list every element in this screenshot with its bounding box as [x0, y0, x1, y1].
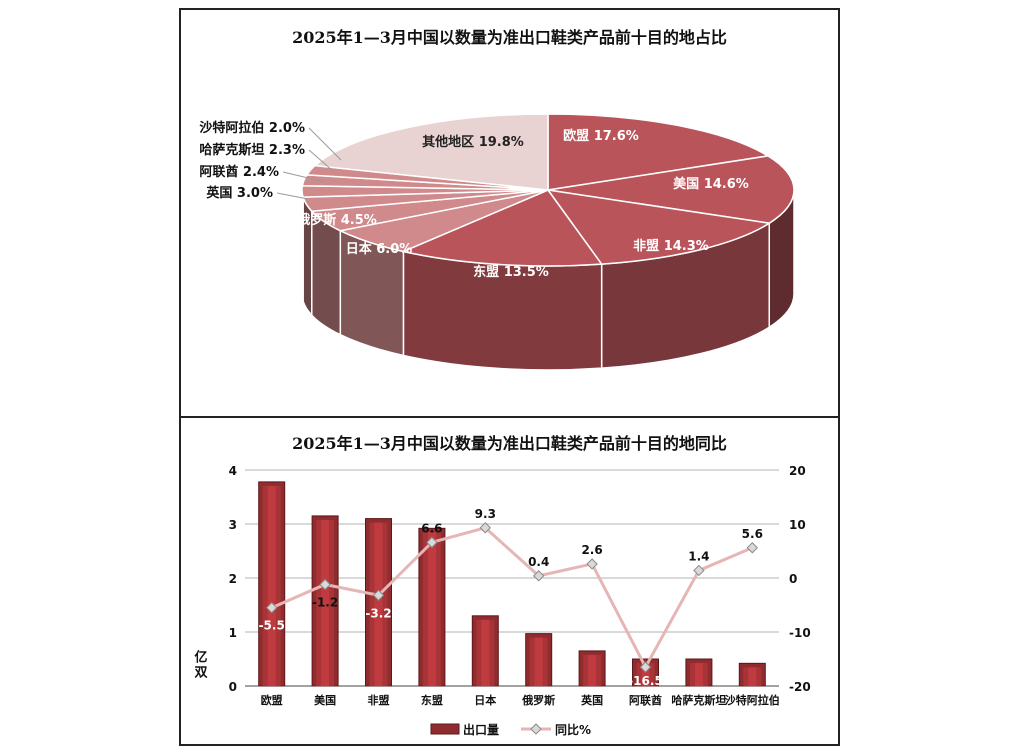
yoy-line: [271, 526, 753, 671]
pie-top: [301, 113, 795, 267]
x-tick-日本: 日本: [474, 693, 496, 707]
x-tick-哈萨克斯坦: 哈萨克斯坦: [671, 693, 726, 707]
bar-shine: [481, 619, 490, 686]
yoy-label-沙特阿拉伯: 5.6: [742, 527, 763, 541]
yoy-marker-日本: [479, 522, 492, 534]
legend-marker: [530, 723, 542, 735]
pie-chart-panel: 2025年1—3月中国以数量为准出口鞋类产品前十目的地占比 欧盟 17.6% 美国…: [179, 8, 840, 418]
pie-label-欧盟: 欧盟 17.6%: [563, 128, 639, 144]
pie-label-俄罗斯: 俄罗斯 4.5%: [296, 212, 377, 228]
pie-leader-哈萨克斯坦: [308, 149, 334, 172]
yoy-label-哈萨克斯坦: 1.4: [688, 549, 709, 563]
yoy-marker-俄罗斯: [532, 570, 545, 582]
yoy-marker-东盟: [426, 536, 438, 549]
x-tick-美国: 美国: [314, 693, 336, 707]
pie-label-非盟: 非盟 14.3%: [633, 238, 709, 254]
bar-chart-title: 2025年1—3月中国以数量为准出口鞋类产品前十目的地同比: [292, 434, 727, 453]
yoy-marker-非盟: [372, 589, 385, 601]
pie-label-沙特阿拉伯: 沙特阿拉伯 2.0%: [199, 120, 305, 136]
yoy-marker-阿联酋: [639, 661, 652, 673]
pie-label-其他地区: 其他地区 19.8%: [422, 134, 524, 150]
y-tick-label: 1: [229, 626, 237, 640]
yoy-marker-美国: [319, 578, 331, 591]
legend: 出口量 同比%: [430, 722, 591, 737]
bar-shine: [534, 637, 543, 686]
y2-tick-label: 20: [789, 464, 806, 478]
x-tick-欧盟: 欧盟: [261, 693, 283, 707]
bar-shine: [321, 519, 330, 686]
y2-tick-label: 0: [789, 572, 797, 586]
legend-bar-swatch: [430, 723, 460, 735]
x-tick-非盟: 非盟: [368, 693, 390, 707]
x-tick-俄罗斯: 俄罗斯: [521, 693, 555, 707]
pie-leader-英国: [276, 192, 309, 200]
yoy-label-日本: 9.3: [475, 507, 496, 521]
x-tick-英国: 英国: [580, 693, 603, 707]
yoy-label-阿联酋: -16.5: [628, 674, 663, 688]
pie-slice-欧盟: [547, 113, 771, 191]
pie-label-阿联酋: 阿联酋 2.4%: [199, 164, 279, 180]
bar-shine: [427, 532, 436, 686]
pie-slice-美国: [547, 155, 795, 225]
x-tick-东盟: 东盟: [421, 693, 443, 707]
pie-slice-其他地区: [313, 113, 549, 191]
yoy-marker-沙特阿拉伯: [746, 542, 759, 554]
yoy-label-英国: 2.6: [581, 543, 602, 557]
y-axis-label: 亿双: [192, 649, 208, 680]
yoy-label-俄罗斯: 0.4: [528, 555, 549, 569]
pie-chart: 欧盟 17.6% 美国 14.6% 非盟 14.3% 东盟 13.5% 日本 6.0% 俄…: [199, 113, 795, 371]
y-tick-label: 3: [229, 518, 237, 532]
x-tick-阿联酋: 阿联酋: [629, 693, 662, 707]
yoy-label-美国: -1.2: [312, 595, 338, 609]
y2-tick-label: -10: [789, 626, 811, 640]
yoy-label-欧盟: -5.5: [259, 619, 285, 633]
yoy-markers: -5.5 -1.2 -3.2 6.6 9.3 0.4 2.6 -16.5 1.4 5.6: [259, 507, 763, 688]
legend-bar-label: 出口量: [463, 722, 499, 737]
yoy-marker-哈萨克斯坦: [693, 564, 705, 577]
yoy-label-非盟: -3.2: [365, 606, 391, 620]
pie-leader-沙特阿拉伯: [308, 127, 342, 161]
pie-label-哈萨克斯坦: 哈萨克斯坦 2.3%: [199, 142, 305, 158]
y2-tick-label: -20: [789, 680, 811, 694]
pie-label-东盟: 东盟 13.5%: [473, 264, 549, 280]
pie-slice-东盟: [400, 189, 604, 267]
bar-shine: [588, 654, 597, 686]
bar-shine: [748, 667, 757, 686]
bar-chart-panel: 2025年1—3月中国以数量为准出口鞋类产品前十目的地同比 0 1 2 3 4 -20 -1…: [179, 416, 840, 746]
bar-shine: [374, 522, 383, 686]
pie-slice-非盟: [546, 188, 772, 265]
yoy-marker-欧盟: [265, 601, 278, 614]
pie-label-英国: 英国 3.0%: [205, 185, 273, 201]
pie-side-俄罗斯: [311, 209, 342, 336]
yoy-label-东盟: 6.6: [421, 521, 442, 535]
bar-shine: [694, 663, 703, 686]
pie-side-阿联酋: [301, 189, 304, 302]
pie-label-美国: 美国 14.6%: [673, 176, 749, 192]
bar-shine: [267, 485, 276, 686]
pie-labels: 欧盟 17.6% 美国 14.6% 非盟 14.3% 东盟 13.5% 日本 6.0% 俄…: [199, 120, 748, 280]
pie-leader-阿联酋: [282, 171, 326, 183]
y-tick-label: 4: [229, 464, 237, 478]
legend-line-label: 同比%: [555, 722, 591, 737]
y-tick-label: 0: [229, 680, 237, 694]
x-tick-沙特阿拉伯: 沙特阿拉伯: [725, 693, 780, 707]
bars: [258, 481, 766, 687]
y2-tick-label: 10: [789, 518, 806, 532]
y-tick-label: 2: [229, 572, 237, 586]
bar-shine: [641, 663, 650, 686]
yoy-marker-英国: [586, 558, 598, 570]
pie-chart-title: 2025年1—3月中国以数量为准出口鞋类产品前十目的地占比: [292, 28, 727, 47]
pie-label-日本: 日本 6.0%: [346, 241, 413, 257]
